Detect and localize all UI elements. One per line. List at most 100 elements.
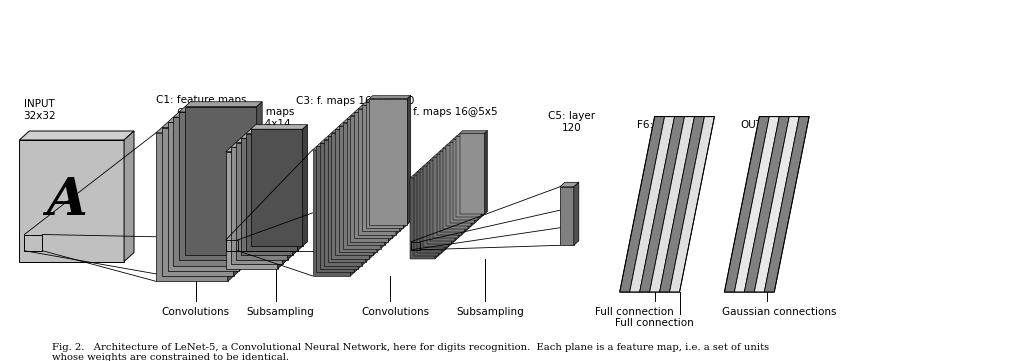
Polygon shape bbox=[324, 140, 362, 266]
Polygon shape bbox=[346, 119, 385, 245]
Polygon shape bbox=[413, 172, 442, 175]
Polygon shape bbox=[443, 148, 468, 229]
Polygon shape bbox=[358, 106, 399, 109]
Polygon shape bbox=[413, 175, 439, 256]
Polygon shape bbox=[293, 134, 298, 255]
Polygon shape bbox=[350, 113, 392, 116]
Polygon shape bbox=[162, 127, 234, 276]
Polygon shape bbox=[370, 130, 373, 259]
Text: Subsampling: Subsampling bbox=[247, 306, 314, 317]
Polygon shape bbox=[234, 123, 239, 276]
Polygon shape bbox=[423, 163, 452, 166]
Polygon shape bbox=[468, 145, 471, 229]
Polygon shape bbox=[456, 136, 481, 217]
Polygon shape bbox=[403, 99, 407, 228]
Polygon shape bbox=[445, 166, 448, 250]
Polygon shape bbox=[453, 136, 481, 139]
Text: Subsampling: Subsampling bbox=[456, 306, 524, 317]
Polygon shape bbox=[358, 140, 362, 269]
Polygon shape bbox=[366, 102, 403, 228]
Polygon shape bbox=[256, 102, 262, 255]
Polygon shape bbox=[362, 102, 403, 105]
Polygon shape bbox=[366, 133, 369, 262]
Polygon shape bbox=[350, 147, 354, 276]
Polygon shape bbox=[250, 125, 308, 129]
Polygon shape bbox=[755, 117, 799, 292]
Text: Convolutions: Convolutions bbox=[362, 306, 430, 317]
Polygon shape bbox=[407, 95, 410, 225]
Text: C5: layer
120: C5: layer 120 bbox=[548, 111, 596, 133]
Bar bbox=[24, 235, 43, 251]
Polygon shape bbox=[442, 169, 445, 253]
Polygon shape bbox=[560, 182, 578, 187]
Polygon shape bbox=[231, 143, 288, 147]
Text: Fig. 2.   Architecture of LeNet-5, a Convolutional Neural Network, here for digi: Fig. 2. Architecture of LeNet-5, a Convo… bbox=[52, 343, 769, 361]
Polygon shape bbox=[355, 112, 392, 238]
Polygon shape bbox=[381, 119, 384, 248]
Polygon shape bbox=[370, 99, 407, 225]
Polygon shape bbox=[465, 148, 468, 232]
Polygon shape bbox=[339, 126, 377, 252]
Polygon shape bbox=[410, 175, 439, 178]
Polygon shape bbox=[462, 151, 465, 235]
Polygon shape bbox=[420, 169, 445, 250]
Polygon shape bbox=[327, 136, 366, 262]
Polygon shape bbox=[456, 134, 484, 136]
Polygon shape bbox=[460, 133, 484, 214]
Polygon shape bbox=[228, 128, 233, 281]
Polygon shape bbox=[278, 147, 283, 269]
Polygon shape bbox=[426, 160, 455, 163]
Polygon shape bbox=[573, 182, 578, 245]
Polygon shape bbox=[162, 123, 239, 127]
Polygon shape bbox=[179, 112, 251, 260]
Polygon shape bbox=[283, 143, 288, 264]
Polygon shape bbox=[173, 112, 250, 117]
Polygon shape bbox=[416, 169, 445, 172]
Polygon shape bbox=[426, 163, 452, 244]
Polygon shape bbox=[331, 133, 370, 259]
Polygon shape bbox=[447, 145, 471, 226]
Polygon shape bbox=[185, 107, 256, 255]
Text: C3: f. maps 16@10x10: C3: f. maps 16@10x10 bbox=[296, 96, 414, 106]
Polygon shape bbox=[388, 113, 392, 242]
Polygon shape bbox=[366, 99, 407, 102]
Bar bbox=[411, 242, 420, 250]
Polygon shape bbox=[342, 119, 384, 122]
Polygon shape bbox=[460, 131, 487, 133]
Polygon shape bbox=[434, 154, 461, 157]
Polygon shape bbox=[437, 154, 462, 235]
Polygon shape bbox=[320, 140, 362, 143]
Polygon shape bbox=[298, 129, 303, 251]
Polygon shape bbox=[471, 143, 474, 226]
Polygon shape bbox=[410, 178, 436, 259]
Polygon shape bbox=[734, 117, 779, 292]
Polygon shape bbox=[226, 147, 283, 152]
Polygon shape bbox=[251, 107, 256, 260]
Text: A: A bbox=[47, 175, 87, 226]
Polygon shape bbox=[452, 160, 455, 244]
Polygon shape bbox=[313, 150, 350, 276]
Polygon shape bbox=[724, 117, 769, 292]
Polygon shape bbox=[156, 133, 228, 281]
Polygon shape bbox=[324, 136, 366, 140]
Polygon shape bbox=[335, 129, 373, 255]
Polygon shape bbox=[437, 151, 465, 154]
Polygon shape bbox=[484, 131, 487, 214]
Polygon shape bbox=[450, 139, 478, 142]
Polygon shape bbox=[447, 143, 474, 145]
Polygon shape bbox=[373, 126, 377, 255]
Polygon shape bbox=[331, 130, 373, 133]
Polygon shape bbox=[659, 117, 704, 292]
Polygon shape bbox=[358, 109, 396, 235]
Polygon shape bbox=[620, 117, 665, 292]
Polygon shape bbox=[400, 102, 403, 231]
Text: F6: layer
84: F6: layer 84 bbox=[637, 120, 683, 142]
Polygon shape bbox=[392, 109, 396, 238]
Polygon shape bbox=[481, 134, 484, 217]
Polygon shape bbox=[288, 138, 293, 260]
Polygon shape bbox=[185, 102, 262, 107]
Polygon shape bbox=[450, 142, 475, 223]
Polygon shape bbox=[156, 128, 233, 133]
Text: S2: f. maps
6@14x14: S2: f. maps 6@14x14 bbox=[236, 107, 295, 128]
Text: S4: f. maps 16@5x5: S4: f. maps 16@5x5 bbox=[393, 108, 497, 117]
